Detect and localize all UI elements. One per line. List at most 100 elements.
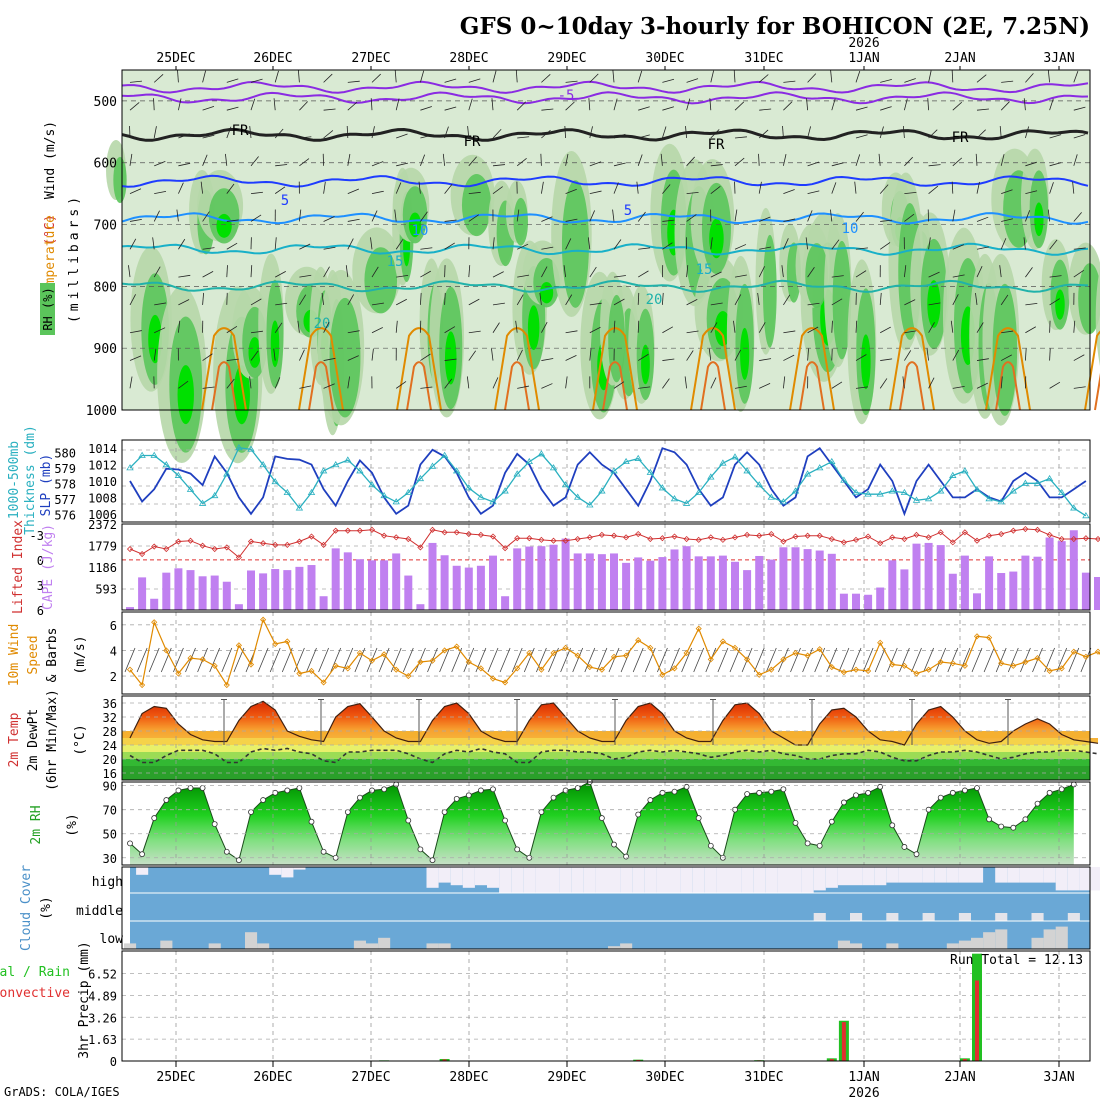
cloud-middle-gap xyxy=(1032,913,1044,921)
wind-tick-label: 4 xyxy=(110,644,117,658)
cape-bar xyxy=(792,547,800,610)
cloud-middle-gap xyxy=(995,913,1007,921)
rh-core xyxy=(445,331,457,384)
cloud-high-gap xyxy=(1092,867,1100,890)
isotherm-label: FR xyxy=(232,123,249,139)
temp-label-3: (6hr Min/Max) xyxy=(45,689,60,791)
rh-marker xyxy=(805,841,810,846)
cape-bar xyxy=(1046,537,1054,610)
rh-core xyxy=(740,328,749,380)
rh-marker xyxy=(212,822,217,827)
rh-marker xyxy=(478,788,483,793)
cloud-low-bar xyxy=(886,943,898,949)
cape-bar xyxy=(404,576,412,610)
thickness-tick-label: 577 xyxy=(54,493,76,507)
rh-marker xyxy=(503,818,508,823)
slp-label: SLP (mb) xyxy=(39,454,54,517)
cloud-cover-panel xyxy=(122,867,1100,949)
cloud-high-gap xyxy=(826,867,838,888)
cloud-high-gap xyxy=(971,867,983,883)
rh-marker xyxy=(442,810,447,815)
cape-bar xyxy=(489,556,497,610)
rh-patch xyxy=(514,198,528,246)
date-tick-label: 3JAN xyxy=(1043,51,1074,66)
cloud-high-gap xyxy=(814,867,826,890)
temp-tick-label: 36 xyxy=(103,697,117,711)
cloud-high-gap xyxy=(548,867,560,893)
cloud-high-gap xyxy=(644,867,656,893)
cape-bar xyxy=(1094,577,1100,610)
precip-tick-label: 1.63 xyxy=(88,1033,117,1047)
cloud-high-gap xyxy=(269,867,281,875)
wind-tick-label: 2 xyxy=(110,670,117,684)
cape-bar xyxy=(380,560,388,610)
cloud-middle-gap xyxy=(850,913,862,921)
rh2m-label: 2m RH xyxy=(29,805,44,844)
cape-bar xyxy=(755,556,763,610)
isotherm-label: FR xyxy=(708,137,725,153)
year-label-top: 2026 xyxy=(848,36,879,51)
cloud-high-gap xyxy=(1068,867,1080,890)
rh-marker xyxy=(672,789,677,794)
cloud-low-bar xyxy=(1044,929,1056,949)
date-tick-label: 2JAN xyxy=(944,1070,975,1085)
cape-bar xyxy=(283,570,291,610)
cloud-high-gap xyxy=(1056,867,1068,890)
precip-axis-label: 3hr Precip (mm) xyxy=(77,941,92,1058)
rh-core xyxy=(216,214,231,238)
rh-marker xyxy=(357,795,362,800)
cloud-high-gap xyxy=(717,867,729,893)
rh-marker xyxy=(902,844,907,849)
cloud-high-gap xyxy=(427,867,439,888)
cloud-high-gap xyxy=(681,867,693,893)
cloud-low-bar xyxy=(1032,938,1044,949)
cape-bar xyxy=(320,596,328,610)
rh-marker xyxy=(793,820,798,825)
date-tick-label: 1JAN xyxy=(848,51,879,66)
rh-tick-label: 70 xyxy=(103,804,117,818)
temp-tick-label: 24 xyxy=(103,739,117,753)
rh-core xyxy=(540,282,553,303)
rh-marker xyxy=(224,849,229,854)
thickness-label: 1000-500mb xyxy=(7,441,22,519)
rh-core xyxy=(528,305,539,350)
cape-bar xyxy=(550,545,558,610)
date-tick-label: 25DEC xyxy=(156,1070,195,1085)
cape-bar xyxy=(247,570,255,610)
cloud-low-bar xyxy=(124,943,136,949)
cloud-low-bar xyxy=(209,943,221,949)
cape-bar xyxy=(271,569,279,610)
rh-core xyxy=(1034,202,1043,236)
rh-marker xyxy=(938,795,943,800)
cape-tick-label: 593 xyxy=(95,583,117,597)
cloud-unit-label: (%) xyxy=(39,896,54,919)
cloud-high-gap xyxy=(608,867,620,893)
rh-marker xyxy=(128,841,133,846)
cloud-middle-gap xyxy=(886,913,898,921)
date-tick-label: 2JAN xyxy=(944,51,975,66)
rh-marker xyxy=(660,790,665,795)
cloud-low-bar xyxy=(160,941,172,949)
cloud-high-gap xyxy=(777,867,789,893)
rh-marker xyxy=(539,810,544,815)
cape-bar xyxy=(1082,573,1090,610)
cape-bar xyxy=(586,553,594,610)
date-tick-label: 27DEC xyxy=(351,1070,390,1085)
cloud-high-gap xyxy=(596,867,608,893)
isotherm-label: FR xyxy=(464,134,481,150)
rh-marker xyxy=(551,795,556,800)
temp-tick-label: 32 xyxy=(103,711,117,725)
rh-marker xyxy=(164,798,169,803)
year-label-bottom: 2026 xyxy=(848,1086,879,1100)
cape-bar xyxy=(150,599,158,610)
rh-marker xyxy=(781,787,786,792)
rh-marker xyxy=(285,788,290,793)
temp-band xyxy=(122,759,1090,766)
temp-band xyxy=(122,752,1090,759)
cape-bar xyxy=(501,596,509,610)
rh-marker xyxy=(854,793,859,798)
cape-bar xyxy=(767,560,775,610)
cape-bar xyxy=(513,548,521,610)
